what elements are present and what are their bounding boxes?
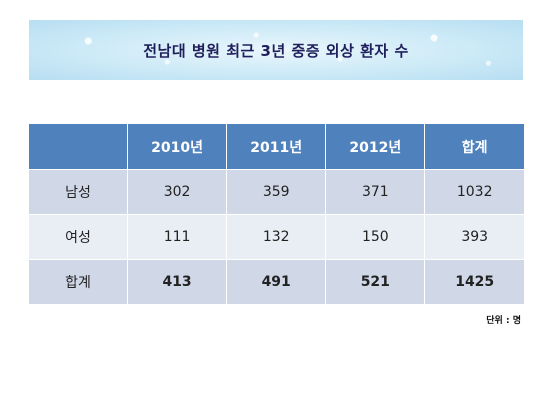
cell-female-2012: 150 <box>326 215 425 260</box>
cell-female-2011: 132 <box>227 215 326 260</box>
title-banner: 전남대 병원 최근 3년 중증 외상 환자 수 <box>29 20 523 80</box>
header-cell-2010: 2010년 <box>128 124 227 170</box>
cell-male-2011: 359 <box>227 170 326 215</box>
header-cell-total: 합계 <box>425 124 524 170</box>
patient-count-table: 2010년 2011년 2012년 합계 남성 302 359 371 1032… <box>29 124 524 305</box>
unit-note: 단위 : 명 <box>486 313 521 326</box>
cell-total-2010: 413 <box>128 260 227 305</box>
table-row-male: 남성 302 359 371 1032 <box>29 170 524 215</box>
header-corner-cell <box>29 124 128 170</box>
table-row-total: 합계 413 491 521 1425 <box>29 260 524 305</box>
row-label-total: 합계 <box>29 260 128 305</box>
cell-male-total: 1032 <box>425 170 524 215</box>
row-label-male: 남성 <box>29 170 128 215</box>
table-header-row: 2010년 2011년 2012년 합계 <box>29 124 524 170</box>
header-cell-2011: 2011년 <box>227 124 326 170</box>
cell-male-2012: 371 <box>326 170 425 215</box>
cell-female-2010: 111 <box>128 215 227 260</box>
cell-female-total: 393 <box>425 215 524 260</box>
table-row-female: 여성 111 132 150 393 <box>29 215 524 260</box>
cell-total-2012: 521 <box>326 260 425 305</box>
cell-grand-total: 1425 <box>425 260 524 305</box>
slide-title: 전남대 병원 최근 3년 중증 외상 환자 수 <box>143 40 409 61</box>
row-label-female: 여성 <box>29 215 128 260</box>
cell-male-2010: 302 <box>128 170 227 215</box>
header-cell-2012: 2012년 <box>326 124 425 170</box>
cell-total-2011: 491 <box>227 260 326 305</box>
